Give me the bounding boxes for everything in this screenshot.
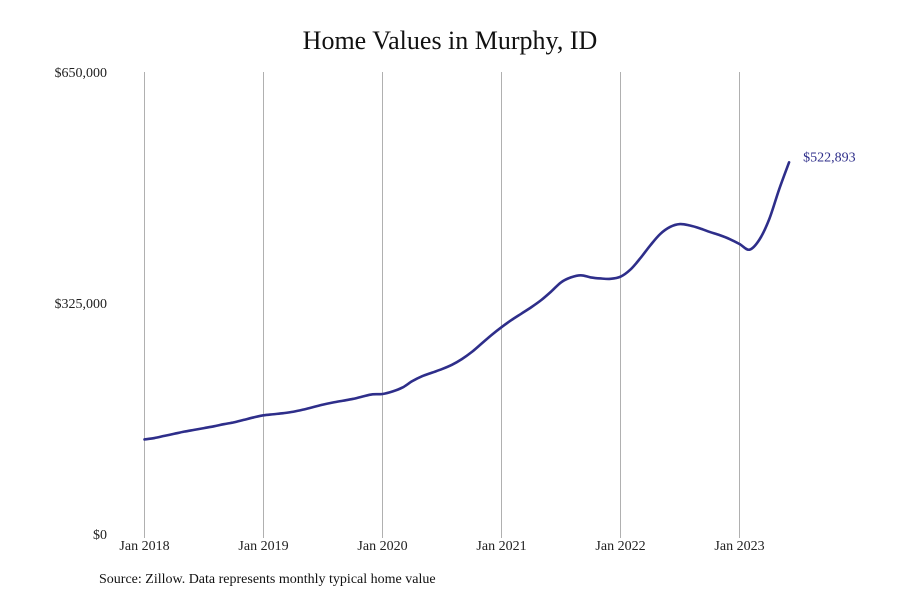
series-layer: $522,893 [143,150,856,441]
y-tick-label: $650,000 [55,66,108,81]
source-note: Source: Zillow. Data represents monthly … [99,572,436,587]
x-tick-label: Jan 2019 [238,539,288,554]
x-axis-ticks: Jan 2018 Jan 2019 Jan 2020 Jan 2021 Jan 2022… [119,539,764,554]
end-value-label: $522,893 [803,150,856,165]
series-line [143,161,791,441]
x-tick-label: Jan 2022 [595,539,645,554]
y-tick-label: $0 [93,528,107,543]
chart-title: Home Values in Murphy, ID [302,26,598,55]
x-tick-label: Jan 2021 [476,539,526,554]
x-tick-label: Jan 2020 [357,539,407,554]
y-axis-ticks: $0 $325,000 $650,000 [55,66,108,543]
x-tick-label: Jan 2023 [714,539,764,554]
y-tick-label: $325,000 [55,297,108,312]
gridlines [144,72,740,538]
x-tick-label: Jan 2018 [119,539,169,554]
